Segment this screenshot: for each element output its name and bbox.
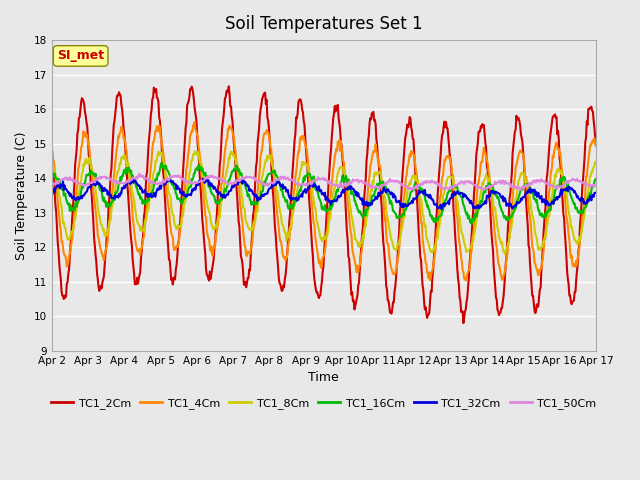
TC1_50Cm <box>592 183 600 189</box>
Line: TC1_16Cm: TC1_16Cm <box>52 163 596 224</box>
TC1_2Cm <box>225 84 232 89</box>
TC1_50Cm <box>198 178 206 184</box>
TC1_32Cm <box>198 178 206 184</box>
TC1_4Cm <box>198 178 206 184</box>
TC1_50Cm <box>170 174 177 180</box>
TC1_32Cm <box>58 183 65 189</box>
TC1_4Cm <box>191 119 198 125</box>
TC1_2Cm <box>198 201 205 206</box>
TC1_16Cm <box>48 178 56 183</box>
Legend: TC1_2Cm, TC1_4Cm, TC1_8Cm, TC1_16Cm, TC1_32Cm, TC1_50Cm: TC1_2Cm, TC1_4Cm, TC1_8Cm, TC1_16Cm, TC1… <box>47 394 601 414</box>
TC1_8Cm <box>501 252 509 257</box>
TC1_2Cm <box>169 282 177 288</box>
TC1_16Cm <box>114 188 122 194</box>
Y-axis label: Soil Temperature (C): Soil Temperature (C) <box>15 131 28 260</box>
TC1_32Cm <box>48 192 56 198</box>
Line: TC1_32Cm: TC1_32Cm <box>52 178 596 209</box>
TC1_50Cm <box>48 183 56 189</box>
TC1_50Cm <box>406 186 414 192</box>
Title: Soil Temperatures Set 1: Soil Temperatures Set 1 <box>225 15 422 33</box>
Line: TC1_4Cm: TC1_4Cm <box>52 122 596 280</box>
TC1_50Cm <box>390 178 398 184</box>
TC1_8Cm <box>191 149 199 155</box>
TC1_2Cm <box>114 92 122 98</box>
Line: TC1_50Cm: TC1_50Cm <box>52 174 596 190</box>
TC1_4Cm <box>462 277 470 283</box>
TC1_8Cm <box>198 172 206 178</box>
TC1_32Cm <box>390 194 398 200</box>
TC1_16Cm <box>198 165 206 171</box>
TC1_50Cm <box>114 180 122 186</box>
TC1_16Cm <box>157 160 165 166</box>
TC1_32Cm <box>170 180 177 185</box>
TC1_8Cm <box>592 161 600 167</box>
TC1_16Cm <box>390 210 398 216</box>
TC1_32Cm <box>406 201 414 206</box>
TC1_2Cm <box>460 320 467 326</box>
TC1_8Cm <box>390 246 398 252</box>
TC1_8Cm <box>406 181 414 187</box>
TC1_16Cm <box>58 183 65 189</box>
TC1_4Cm <box>169 234 177 240</box>
TC1_16Cm <box>592 176 600 182</box>
TC1_2Cm <box>390 288 398 294</box>
TC1_32Cm <box>592 190 600 195</box>
X-axis label: Time: Time <box>308 371 339 384</box>
TC1_32Cm <box>131 175 138 181</box>
TC1_4Cm <box>592 143 600 149</box>
TC1_8Cm <box>58 203 65 208</box>
TC1_8Cm <box>114 168 122 174</box>
Text: SI_met: SI_met <box>57 49 104 62</box>
TC1_2Cm <box>592 143 600 149</box>
TC1_2Cm <box>48 141 56 147</box>
Line: TC1_2Cm: TC1_2Cm <box>52 86 596 323</box>
Line: TC1_8Cm: TC1_8Cm <box>52 152 596 254</box>
TC1_8Cm <box>48 160 56 166</box>
TC1_16Cm <box>468 221 476 227</box>
TC1_16Cm <box>406 190 414 196</box>
TC1_32Cm <box>114 193 122 199</box>
TC1_2Cm <box>406 116 414 121</box>
TC1_2Cm <box>58 288 65 294</box>
TC1_8Cm <box>169 212 177 217</box>
TC1_4Cm <box>406 154 414 160</box>
TC1_4Cm <box>58 239 65 245</box>
TC1_50Cm <box>136 171 143 177</box>
TC1_4Cm <box>114 142 122 148</box>
TC1_32Cm <box>438 206 445 212</box>
TC1_50Cm <box>58 177 65 182</box>
TC1_4Cm <box>390 271 398 276</box>
TC1_16Cm <box>170 183 177 189</box>
TC1_50Cm <box>517 187 525 193</box>
TC1_4Cm <box>48 144 56 150</box>
